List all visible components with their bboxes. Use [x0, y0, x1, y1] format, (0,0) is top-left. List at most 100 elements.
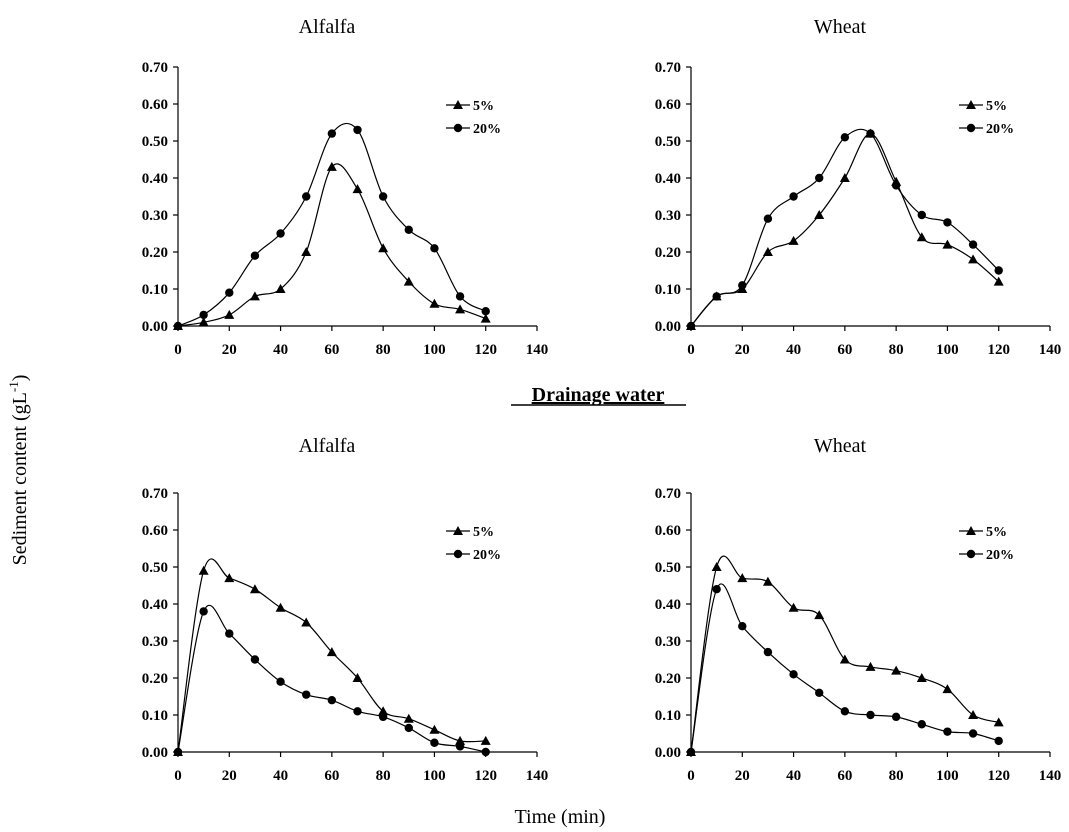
series-circle	[686, 128, 1003, 331]
data-point-circle	[815, 173, 824, 183]
chart-title: Wheat	[814, 435, 867, 457]
data-point-circle	[481, 307, 490, 316]
x-tick-label: 80	[376, 768, 391, 784]
x-tick-label: 80	[889, 768, 904, 784]
x-tick-label: 80	[889, 342, 904, 358]
data-point-triangle	[455, 735, 466, 745]
data-point-circle	[917, 210, 926, 220]
data-point-triangle	[891, 665, 902, 675]
data-point-triangle	[378, 243, 389, 253]
data-point-circle	[686, 747, 696, 757]
data-point-circle	[943, 218, 952, 227]
y-axis-label-main: Sediment content (gL	[9, 392, 31, 565]
data-point-circle	[763, 647, 773, 657]
y-tick-label: 0.60	[655, 97, 681, 113]
data-point-triangle	[224, 573, 235, 583]
y-tick-label: 0.30	[655, 634, 681, 650]
data-point-triangle	[865, 661, 876, 671]
data-point-circle	[302, 690, 311, 699]
data-point-circle	[968, 729, 978, 738]
y-tick-label: 0.70	[142, 486, 168, 502]
y-tick-label: 0.20	[655, 245, 681, 261]
data-point-circle	[199, 607, 208, 616]
data-point-triangle	[968, 254, 979, 264]
x-tick-label: 0	[687, 768, 695, 784]
data-point-circle	[866, 129, 875, 138]
data-point-circle	[250, 655, 260, 664]
data-point-triangle	[403, 276, 414, 286]
y-tick-label: 0.00	[655, 319, 681, 335]
data-point-circle	[917, 720, 926, 729]
x-axis-label: Time (min)	[515, 806, 606, 828]
data-point-circle	[250, 251, 260, 260]
series-line	[177, 163, 486, 327]
legend-marker-triangle	[966, 100, 976, 109]
y-tick-label: 0.50	[142, 134, 168, 150]
x-tick-label: 40	[786, 768, 801, 784]
x-tick-label: 100	[423, 342, 446, 358]
data-point-circle	[276, 229, 285, 238]
series-line	[177, 604, 486, 753]
y-axis-label-sup: -1	[6, 381, 21, 392]
series-line	[690, 132, 1000, 327]
x-tick-label: 100	[423, 768, 446, 784]
data-point-triangle	[326, 647, 337, 657]
data-point-circle	[378, 192, 388, 201]
legend-marker-circle	[453, 123, 463, 133]
x-tick-label: 80	[376, 342, 391, 358]
x-tick-label: 40	[273, 342, 288, 358]
y-tick-label: 0.20	[655, 671, 681, 687]
data-point-circle	[943, 727, 952, 736]
legend-marker-circle	[453, 549, 463, 559]
data-point-triangle	[839, 654, 850, 664]
series-line	[690, 128, 1000, 327]
y-tick-label: 0.30	[655, 208, 681, 224]
y-tick-label: 0.30	[142, 208, 168, 224]
chart-panel-4: Wheat 0.00 0.10 0.20 0.30 0.40 0.50 0.60 0.70 0 20…	[655, 435, 1062, 784]
series-triangle	[173, 558, 491, 756]
data-point-circle	[738, 281, 747, 290]
data-point-triangle	[942, 684, 953, 694]
y-tick-label: 0.30	[142, 634, 168, 650]
legend-marker-circle	[966, 123, 976, 133]
data-point-circle	[738, 622, 747, 631]
chart-title: Wheat	[814, 16, 867, 38]
data-point-circle	[994, 266, 1003, 275]
data-point-triangle	[993, 276, 1004, 286]
x-tick-label: 140	[1039, 768, 1062, 784]
y-tick-label: 0.60	[142, 523, 168, 539]
data-point-triangle	[788, 602, 799, 612]
data-point-circle	[686, 321, 696, 331]
series-line	[690, 583, 999, 753]
data-point-circle	[276, 677, 285, 686]
legend-label: 20%	[986, 122, 1014, 137]
y-tick-label: 0.70	[655, 60, 681, 76]
data-point-circle	[455, 292, 465, 301]
legend: 5% 20%	[959, 525, 1014, 563]
data-point-triangle	[378, 706, 389, 716]
data-point-circle	[891, 181, 901, 190]
x-tick-label: 120	[474, 342, 497, 358]
legend-label: 20%	[473, 548, 501, 563]
chart-panels: Alfalfa 0.00 0.10 0.20 0.30 0.40 0.50 0.60 0.70 0…	[142, 16, 1062, 784]
data-point-circle	[430, 244, 439, 253]
data-point-circle	[763, 214, 773, 223]
y-tick-label: 0.70	[142, 60, 168, 76]
legend-marker-triangle	[966, 526, 976, 535]
series-circle	[173, 122, 490, 331]
legend-marker-triangle	[453, 526, 463, 535]
data-point-triangle	[403, 713, 414, 723]
data-point-triangle	[480, 735, 491, 745]
series-circle	[173, 604, 490, 757]
data-point-circle	[327, 129, 337, 138]
chart-panel-3: Alfalfa 0.00 0.10 0.20 0.30 0.40 0.50 0.60 0.70 0…	[142, 435, 549, 784]
data-point-triangle	[275, 284, 286, 293]
series-line	[177, 122, 487, 327]
y-tick-label: 0.60	[142, 97, 168, 113]
data-point-triangle	[968, 710, 979, 719]
y-tick-label: 0.40	[655, 597, 681, 613]
y-tick-label: 0.10	[142, 708, 168, 724]
x-tick-label: 0	[174, 768, 182, 784]
x-tick-label: 20	[735, 768, 750, 784]
